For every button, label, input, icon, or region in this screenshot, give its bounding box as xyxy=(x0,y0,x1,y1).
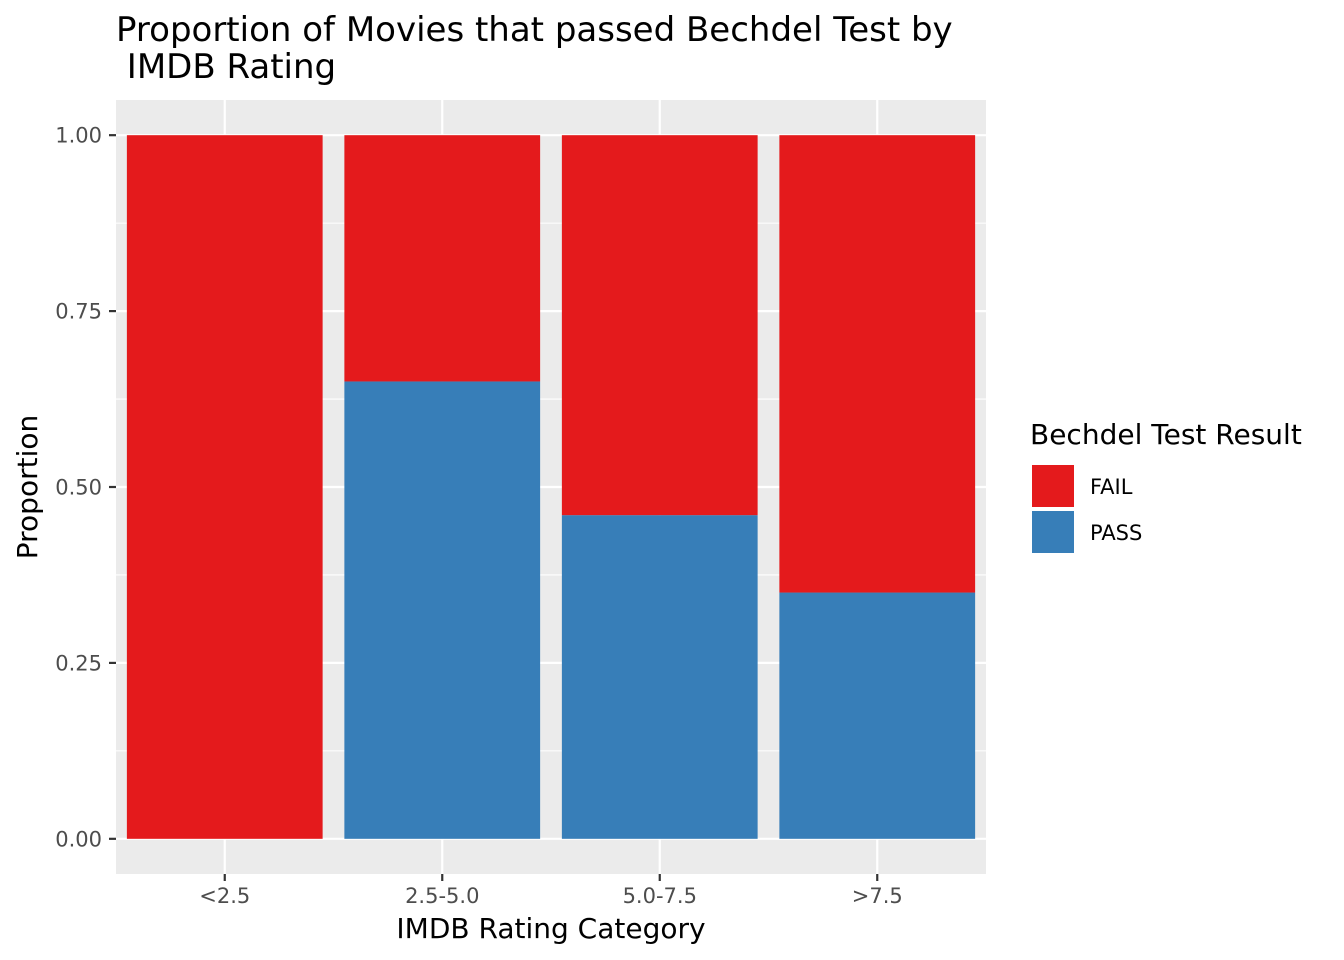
bar-pass xyxy=(561,515,758,839)
y-tick-label: 0.00 xyxy=(55,827,102,851)
bar-pass xyxy=(344,381,541,839)
bar-fail xyxy=(779,135,976,593)
bar-pass xyxy=(779,592,976,839)
x-tick-label: >7.5 xyxy=(852,884,903,908)
x-tick-label: <2.5 xyxy=(199,884,250,908)
chart-title-line-1: Proportion of Movies that passed Bechdel… xyxy=(116,10,953,50)
y-axis-title: Proportion xyxy=(11,415,44,559)
legend-label-pass: PASS xyxy=(1090,521,1142,545)
chart-title-line-2: IMDB Rating xyxy=(116,47,336,87)
bars xyxy=(126,135,976,839)
y-tick-label: 0.50 xyxy=(55,476,102,500)
legend-title: Bechdel Test Result xyxy=(1030,418,1302,451)
x-axis: <2.5 2.5-5.0 5.0-7.5 >7.5 xyxy=(199,874,903,908)
bar-fail xyxy=(344,135,541,382)
x-tick-label: 2.5-5.0 xyxy=(405,884,479,908)
y-tick-label: 0.25 xyxy=(55,651,102,675)
legend-key-pass xyxy=(1032,511,1074,553)
legend-label-fail: FAIL xyxy=(1090,475,1133,499)
x-axis-title: IMDB Rating Category xyxy=(396,912,705,945)
legend: Bechdel Test Result FAIL PASS xyxy=(1030,418,1302,553)
y-tick-label: 1.00 xyxy=(55,124,102,148)
y-axis: 0.00 0.25 0.50 0.75 1.00 xyxy=(55,124,116,851)
legend-key-fail xyxy=(1032,465,1074,507)
bar-fail xyxy=(126,135,323,839)
x-tick-label: 5.0-7.5 xyxy=(623,884,697,908)
bar-fail xyxy=(561,135,758,516)
y-tick-label: 0.75 xyxy=(55,300,102,324)
